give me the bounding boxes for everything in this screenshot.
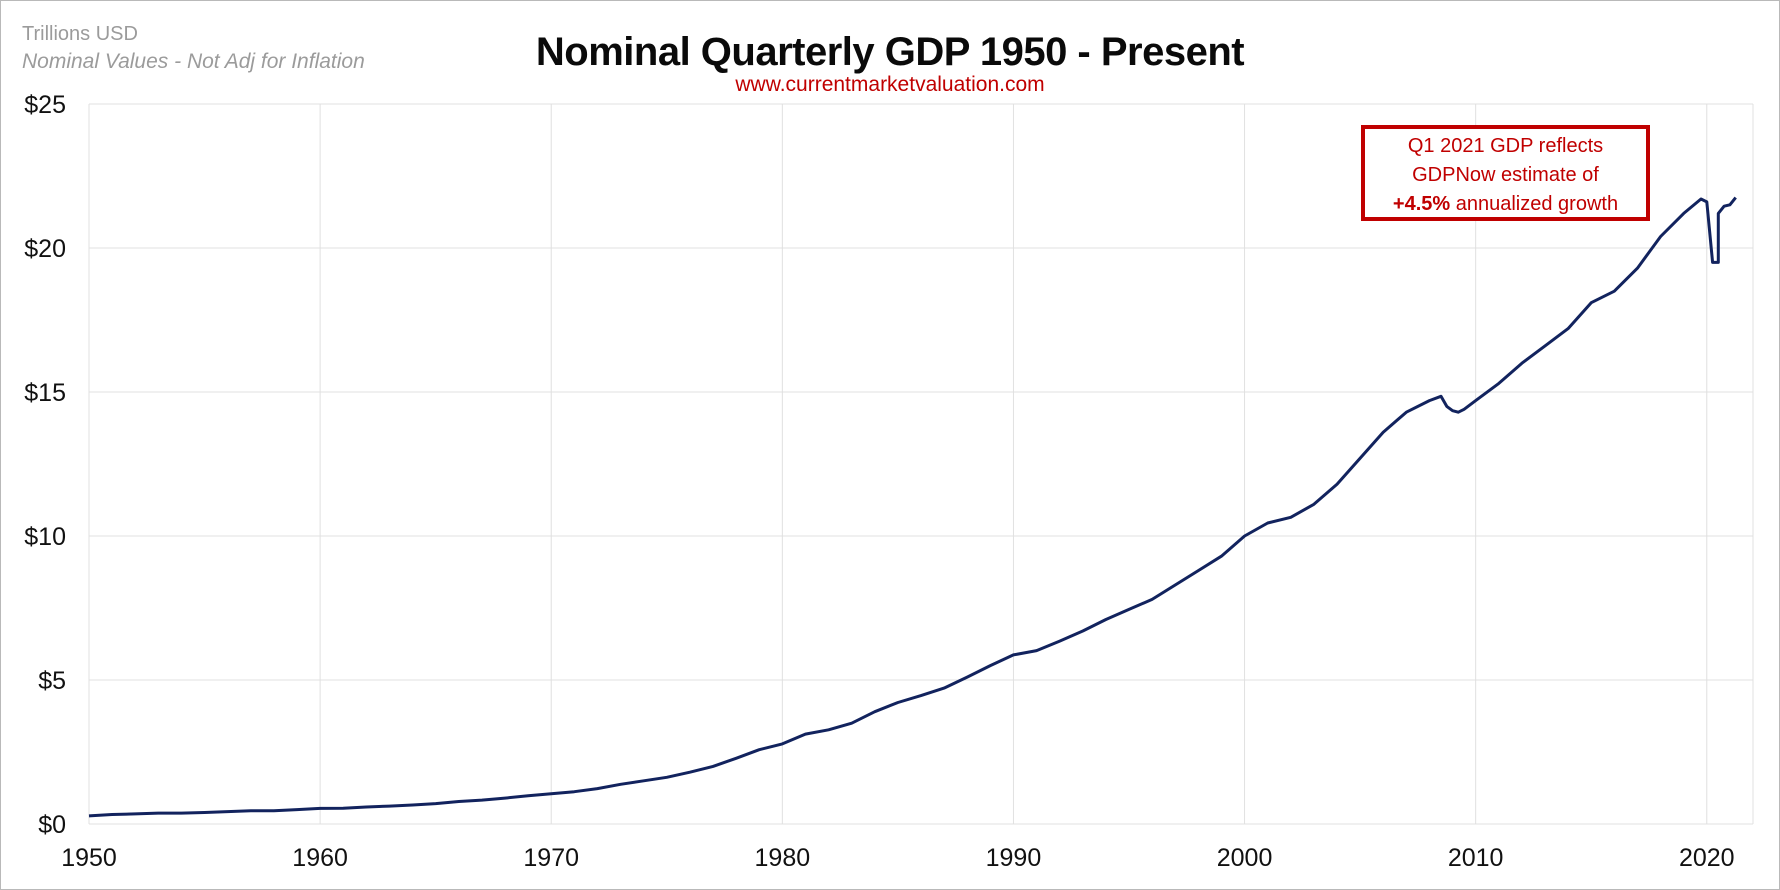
gdpnow-annotation: Q1 2021 GDP reflects GDPNow estimate of … <box>1361 125 1650 221</box>
y-tick-label: $15 <box>24 379 66 407</box>
annotation-line-2: GDPNow estimate of <box>1412 164 1599 186</box>
annotation-line-1: Q1 2021 GDP reflects <box>1407 135 1604 157</box>
y-tick-label: $25 <box>24 91 66 119</box>
x-tick-label: 1990 <box>986 844 1042 872</box>
x-tick-label: 1970 <box>523 844 579 872</box>
x-tick-label: 1950 <box>61 844 117 872</box>
inflation-note: Nominal Values - Not Adj for Inflation <box>22 50 365 73</box>
y-tick-label: $5 <box>38 667 66 695</box>
x-tick-label: 1960 <box>292 844 348 872</box>
units-label: Trillions USD <box>22 23 138 45</box>
chart-title: Nominal Quarterly GDP 1950 - Present <box>535 30 1245 74</box>
x-tick-label: 1980 <box>755 844 811 872</box>
x-tick-label: 2000 <box>1217 844 1273 872</box>
y-tick-label: $20 <box>24 235 66 263</box>
gridlines <box>88 103 1754 825</box>
x-tick-label: 2010 <box>1448 844 1504 872</box>
y-tick-label: $0 <box>38 811 66 839</box>
tick-labels: $0 $5 $10 $15 $20 $25 1950 1960 1970 1980 1990 2000… <box>24 91 1734 872</box>
annotation-growth-text: annualized growth <box>1450 193 1619 215</box>
source-url: www.currentmarketvaluation.com <box>735 73 1045 96</box>
y-tick-label: $10 <box>24 523 66 551</box>
x-tick-label: 2020 <box>1679 844 1735 872</box>
annotation-line-3: +4.5% annualized growth <box>1365 190 1646 219</box>
gdp-series-line <box>88 196 1737 818</box>
annotation-growth-value: +4.5% <box>1392 193 1451 215</box>
